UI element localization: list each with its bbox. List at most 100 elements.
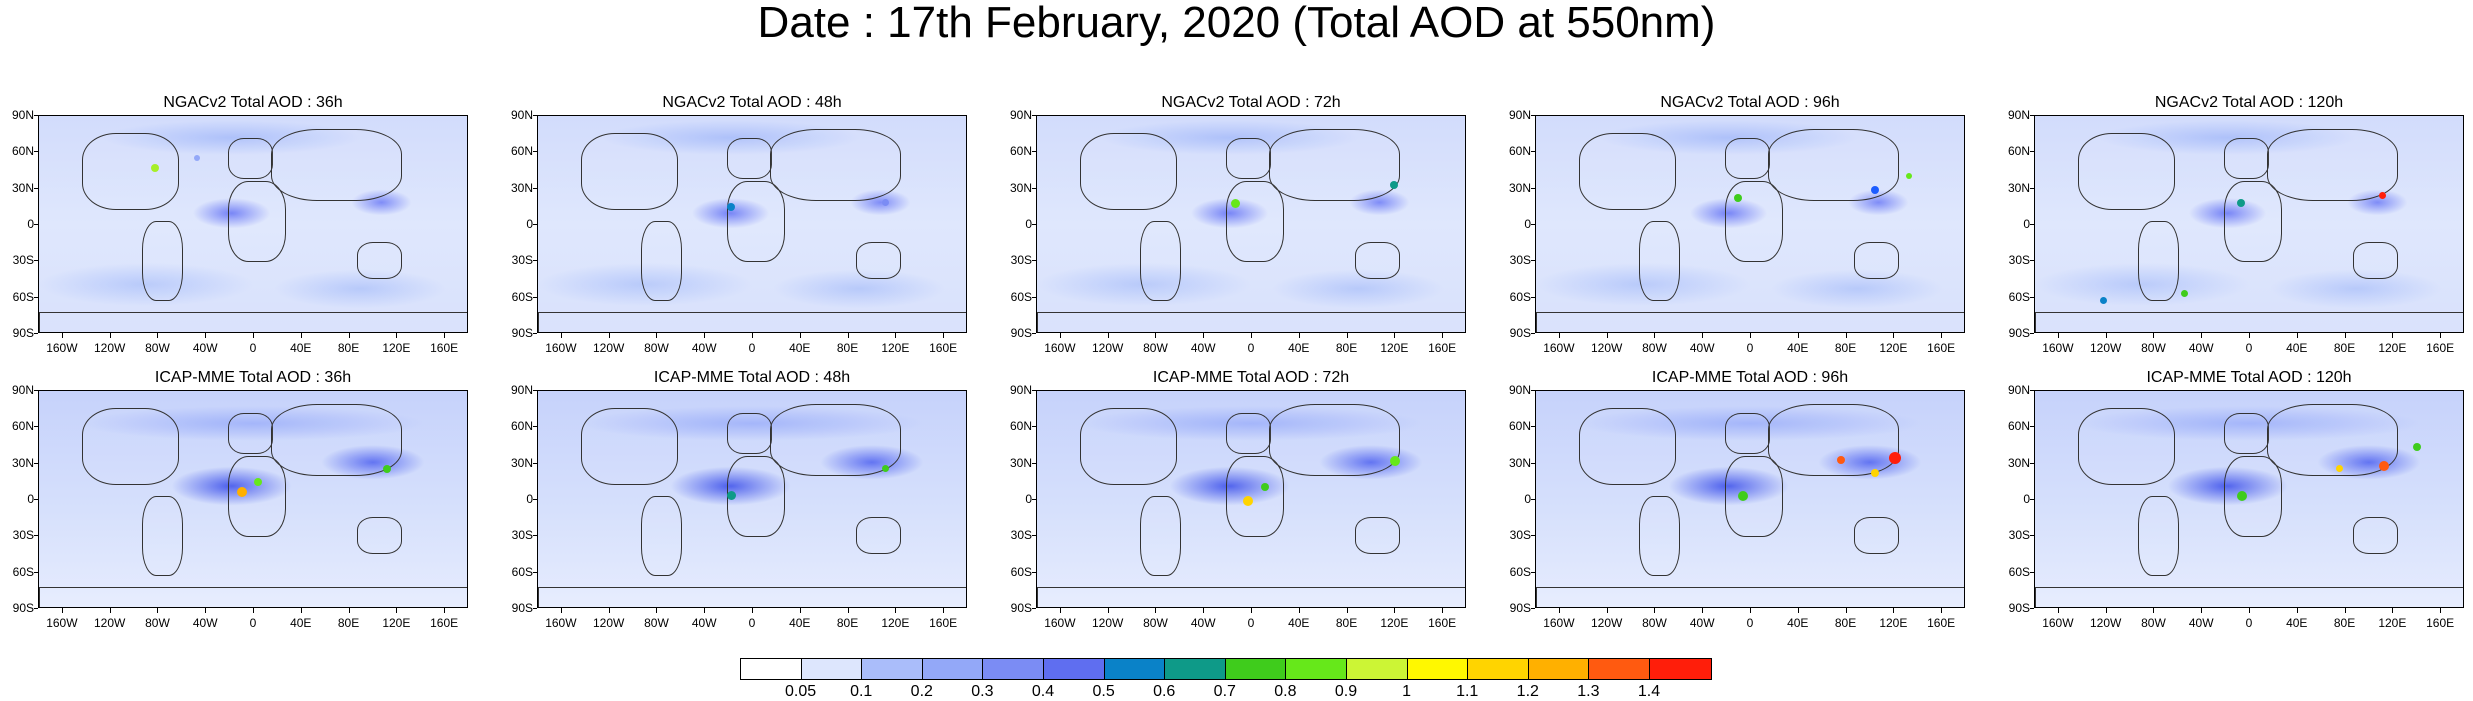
longitude-tick-label: 80E	[1335, 341, 1358, 355]
longitude-tick-label: 160E	[1927, 341, 1956, 355]
longitude-tick-label: 120W	[1590, 616, 1623, 630]
longitude-tick-label: 120E	[382, 616, 411, 630]
longitude-tick-mark	[2392, 608, 2394, 613]
longitude-tick-label: 120E	[1879, 616, 1908, 630]
latitude-tick-label: 30N	[2007, 455, 2030, 470]
landmass-australia	[1854, 242, 1900, 280]
landmass-asia	[770, 129, 902, 201]
latitude-tick-label: 0	[1524, 492, 1531, 506]
latitude-tick-label: 30S	[1509, 528, 1531, 543]
longitude-tick-mark	[895, 333, 897, 338]
longitude-tick-label: 120E	[382, 341, 411, 355]
landmass-south-america	[1140, 495, 1181, 577]
landmass-north-america	[2078, 408, 2175, 485]
latitude-tick-label: 90S	[12, 326, 34, 340]
latitude-tick-mark	[1032, 535, 1036, 537]
latitude-tick-label: 90N	[11, 108, 34, 122]
longitude-tick-mark	[109, 608, 111, 613]
landmass-africa	[1226, 181, 1285, 262]
latitude-tick-label: 60N	[510, 144, 533, 159]
longitude-tick-label: 80E	[337, 341, 360, 355]
landmass-australia	[1355, 517, 1401, 555]
longitude-tick-mark	[1797, 333, 1799, 338]
latitude-tick-mark	[2030, 151, 2034, 153]
latitude-tick-label: 0	[2023, 217, 2030, 231]
landmass-south-america	[1639, 220, 1680, 302]
aod-hotspot	[236, 486, 247, 497]
longitude-tick-mark	[157, 333, 159, 338]
colorbar-box	[1589, 659, 1650, 679]
latitude-tick-label: 30S	[511, 253, 533, 268]
longitude-tick-mark	[608, 333, 610, 338]
aod-hotspot	[1389, 456, 1400, 467]
longitude-tick-label: 80W	[644, 341, 669, 355]
longitude-tick-mark	[2249, 333, 2250, 338]
latitude-tick-mark	[1531, 333, 1535, 334]
longitude-tick-mark	[752, 608, 753, 613]
aod-map-panel	[38, 390, 468, 608]
aod-hotspot	[1871, 469, 1880, 478]
landmass-asia	[2267, 129, 2399, 201]
longitude-tick-mark	[1654, 333, 1656, 338]
latitude-tick-label: 30S	[2008, 253, 2030, 268]
landmass-antarctica	[1037, 312, 1465, 332]
longitude-tick-mark	[1346, 608, 1348, 613]
latitude-tick-mark	[533, 426, 537, 428]
latitude-tick-label: 30S	[1010, 253, 1032, 268]
latitude-tick-label: 30S	[12, 528, 34, 543]
latitude-tick-mark	[1531, 260, 1535, 262]
landmass-africa	[2224, 181, 2283, 262]
latitude-tick-mark	[1032, 499, 1036, 500]
longitude-tick-mark	[300, 333, 302, 338]
latitude-tick-mark	[1032, 224, 1036, 225]
latitude-tick-mark	[1531, 151, 1535, 153]
latitude-tick-mark	[1531, 390, 1535, 391]
latitude-tick-mark	[533, 224, 537, 225]
latitude-tick-label: 60S	[1010, 564, 1032, 579]
longitude-tick-mark	[704, 333, 706, 338]
longitude-tick-mark	[2105, 333, 2107, 338]
longitude-tick-mark	[1654, 608, 1656, 613]
landmass-asia	[271, 129, 403, 201]
latitude-tick-mark	[1531, 571, 1535, 573]
latitude-tick-mark	[1531, 608, 1535, 609]
longitude-tick-label: 40E	[789, 341, 811, 355]
panel-title: ICAP-MME Total AOD : 72h	[1152, 369, 1350, 386]
landmass-africa	[727, 456, 786, 537]
longitude-tick-mark	[109, 333, 111, 338]
longitude-tick-mark	[1750, 333, 1751, 338]
landmass-africa	[228, 181, 287, 262]
latitude-tick-mark	[2030, 224, 2034, 225]
longitude-tick-mark	[1442, 333, 1444, 338]
landmass-australia	[2353, 242, 2399, 280]
longitude-tick-label: 80E	[836, 616, 859, 630]
aod-hotspot	[2237, 198, 2246, 207]
longitude-tick-mark	[1298, 333, 1300, 338]
aod-hotspot	[1871, 185, 1880, 194]
longitude-tick-mark	[847, 608, 849, 613]
latitude-tick-mark	[1032, 115, 1036, 116]
longitude-tick-mark	[1941, 608, 1943, 613]
figure-title: Date : 17th February, 2020 (Total AOD at…	[757, 0, 1716, 47]
latitude-tick-label: 60S	[2008, 289, 2030, 304]
longitude-tick-label: 120E	[1380, 616, 1409, 630]
landmass-asia	[1768, 404, 1900, 476]
latitude-tick-label: 30N	[1009, 180, 1032, 195]
aod-map-panel	[1036, 115, 1466, 333]
aod-colorbar	[740, 658, 1712, 680]
longitude-tick-label: 40W	[192, 616, 218, 630]
longitude-tick-label: 80E	[2333, 341, 2356, 355]
longitude-tick-mark	[1251, 333, 1252, 338]
longitude-tick-label: 120W	[93, 616, 126, 630]
latitude-tick-mark	[533, 187, 537, 189]
latitude-tick-label: 90S	[2008, 326, 2030, 340]
longitude-tick-label: 40W	[192, 341, 218, 355]
latitude-tick-label: 90S	[1010, 601, 1032, 615]
latitude-tick-mark	[2030, 260, 2034, 262]
aod-hotspot	[1243, 495, 1254, 506]
landmass-antarctica	[538, 312, 966, 332]
landmass-north-america	[581, 408, 678, 485]
latitude-tick-label: 90S	[1010, 326, 1032, 340]
longitude-tick-mark	[2057, 333, 2059, 338]
latitude-tick-label: 30N	[11, 455, 34, 470]
